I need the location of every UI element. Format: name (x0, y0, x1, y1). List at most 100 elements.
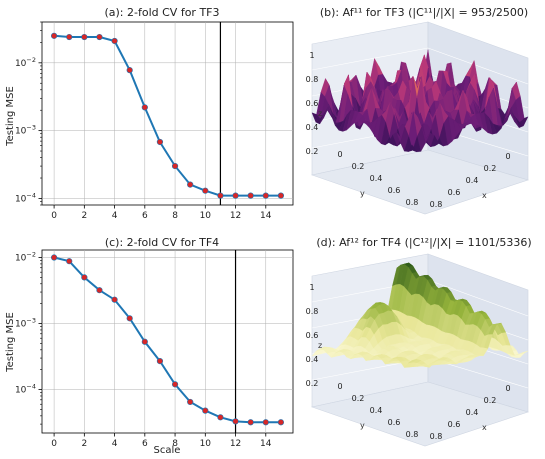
surface-patch (407, 144, 418, 153)
plot-frame (41, 21, 294, 206)
series-line (53, 256, 281, 424)
data-point (232, 192, 239, 199)
x-tick-label: 6 (142, 439, 148, 449)
x-tick-label: 4 (112, 439, 118, 449)
y-tick-label: 10−4 (15, 383, 36, 396)
surface-patch (408, 359, 417, 364)
x-axis-label: Scale (154, 445, 181, 456)
y-tick-label: 0.6 (388, 186, 401, 195)
y-tick-label: 0.4 (370, 406, 383, 415)
x-tick-label: 2 (81, 439, 87, 449)
x-tick-label: 12 (230, 211, 241, 221)
x-tick-label: 14 (260, 211, 272, 221)
data-point (262, 192, 269, 199)
data-point (156, 357, 164, 365)
axis-ticks: 1 0.8 0.6 0.4 0.2 z 0 0.2 0.4 0.6 0.8 y 0 0.2 0.4 0.6 0.… (306, 283, 511, 441)
x-tick-label: 2 (81, 211, 87, 221)
z-tick-label: 0.2 (306, 147, 319, 156)
data-point (232, 418, 239, 425)
z-axis-label: z (318, 109, 322, 118)
data-point (66, 33, 73, 41)
z-tick-label: 0.2 (306, 379, 319, 388)
x-tick-label: 0.4 (466, 408, 479, 417)
chart-title: (a): 2-fold CV for TF3 (104, 6, 219, 19)
data-point (277, 192, 285, 199)
x-tick-label: 0 (51, 211, 57, 221)
data-point (202, 407, 209, 414)
x-tick-label: 4 (112, 211, 118, 221)
x-tick-label: 0 (505, 384, 510, 393)
data-point (171, 162, 179, 170)
y-tick-label: 0.8 (406, 198, 419, 207)
data-point (66, 258, 73, 265)
y-axis-label: y (360, 421, 365, 430)
data-point (141, 338, 148, 345)
x-tick-label: 0.8 (430, 432, 443, 441)
data-point (50, 32, 58, 39)
x-tick-label: 0 (51, 439, 57, 449)
data-point (50, 254, 58, 261)
plot-frame (41, 249, 294, 434)
data-point (262, 419, 269, 426)
x-tick-label: 14 (260, 439, 272, 449)
x-axis-label: x (482, 423, 487, 432)
data-point (187, 181, 194, 188)
floor-pane (310, 149, 529, 215)
z-axis-label: z (318, 341, 322, 350)
data-point (81, 33, 88, 41)
x-tick-label: 10 (200, 439, 212, 449)
x-tick-label: 6 (142, 211, 148, 221)
panel-b-3d-surface: (b): Af¹¹ for TF3 (|C¹¹|/|X| = 953/2500)… (306, 6, 529, 215)
y-tick-label: 10−2 (15, 56, 36, 69)
x-tick-label: 0.8 (430, 200, 443, 209)
data-point (202, 187, 209, 194)
green-surface (311, 262, 529, 368)
x-tick-label: 0.6 (448, 420, 461, 429)
z-tick-label: 1 (309, 283, 314, 292)
panel-a-line-chart: (a): 2-fold CV for TF3 Testing MSE 0 2 4 6 8… (5, 6, 294, 221)
data-point (111, 296, 118, 303)
data-point (171, 381, 179, 388)
y-tick-label: 10−3 (15, 317, 36, 330)
y-tick-label: 10−2 (15, 251, 36, 264)
y-axis-label: Testing MSE (5, 86, 16, 147)
x-tick-label: 8 (172, 211, 178, 221)
panel-d-3d-surface: (d): Af¹² for TF4 (|C¹²|/|X| = 1101/5336… (306, 236, 532, 447)
data-point (81, 274, 88, 281)
data-point (247, 192, 254, 199)
z-tick-label: 0.6 (306, 99, 319, 108)
y-tick-label: 0 (337, 382, 342, 391)
x-tick-label: 0.4 (466, 176, 479, 185)
y-tick-label: 0.2 (352, 162, 365, 171)
data-point (126, 315, 133, 322)
y-tick-label: 0.2 (352, 394, 365, 403)
x-tick-label: 10 (200, 211, 212, 221)
x-tick-label: 0.6 (448, 188, 461, 197)
data-point (96, 33, 103, 41)
data-point (111, 37, 118, 45)
data-point (187, 398, 194, 406)
data-point (277, 419, 285, 426)
z-tick-label: 0.8 (306, 307, 319, 316)
panel-c-line-chart: (c): 2-fold CV for TF4 Testing MSE Scale… (5, 236, 294, 456)
y-tick-label: 10−3 (15, 124, 36, 137)
chart-title: (d): Af¹² for TF4 (|C¹²|/|X| = 1101/5336… (316, 236, 531, 249)
y-tick-label: 0.4 (370, 174, 383, 183)
y-tick-label: 0.8 (406, 430, 419, 439)
data-point (96, 287, 103, 294)
data-point (217, 414, 224, 421)
y-tick-label: 10−4 (15, 191, 36, 204)
axis-ticks: 1 0.8 0.6 0.4 0.2 z 0 0.2 0.4 0.6 0.8 y 0 0.2 0.4 0.6 0.… (306, 51, 511, 209)
series-line (54, 34, 281, 197)
y-tick-label: 0.6 (388, 418, 401, 427)
x-tick-label: 8 (172, 439, 178, 449)
y-tick-label: 0 (337, 150, 342, 159)
z-tick-label: 0.6 (306, 331, 319, 340)
data-point (217, 192, 224, 199)
x-tick-label: 12 (230, 439, 241, 449)
z-tick-label: 0.4 (306, 355, 319, 364)
data-point (141, 104, 148, 111)
magma-surface (311, 49, 529, 153)
data-point (247, 419, 254, 426)
